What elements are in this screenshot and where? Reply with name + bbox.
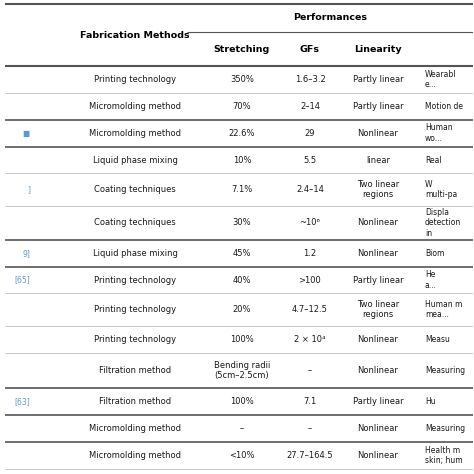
Text: Human
wo...: Human wo...	[425, 123, 453, 143]
Text: Coating techniques: Coating techniques	[94, 218, 176, 227]
Text: 30%: 30%	[233, 218, 251, 227]
Text: Nonlinear: Nonlinear	[357, 249, 399, 258]
Text: 22.6%: 22.6%	[229, 128, 255, 137]
Text: 7.1%: 7.1%	[231, 185, 253, 194]
Text: Measuring: Measuring	[425, 424, 465, 433]
Text: 2 × 10⁴: 2 × 10⁴	[294, 335, 326, 344]
Text: Linearity: Linearity	[354, 45, 402, 54]
Text: Two linear
regions: Two linear regions	[357, 300, 399, 319]
Text: Coating techniques: Coating techniques	[94, 185, 176, 194]
Text: 2.4–14: 2.4–14	[296, 185, 324, 194]
Text: Micromolding method: Micromolding method	[89, 102, 181, 111]
Text: 1.2: 1.2	[303, 249, 317, 258]
Text: Printing technology: Printing technology	[94, 75, 176, 84]
Text: Performances: Performances	[293, 13, 367, 22]
Text: 100%: 100%	[230, 335, 254, 344]
Text: 27.7–164.5: 27.7–164.5	[287, 451, 333, 460]
Text: Bending radii
(5cm–2.5cm): Bending radii (5cm–2.5cm)	[214, 361, 270, 380]
Text: Liquid phase mixing: Liquid phase mixing	[92, 155, 177, 164]
Text: Nonlinear: Nonlinear	[357, 451, 399, 460]
Text: W
multi-pa: W multi-pa	[425, 180, 457, 199]
Text: ~10⁶: ~10⁶	[300, 218, 320, 227]
Text: Measu: Measu	[425, 335, 450, 344]
Text: Printing technology: Printing technology	[94, 305, 176, 314]
Text: 10%: 10%	[233, 155, 251, 164]
Text: >100: >100	[299, 275, 321, 284]
Text: Filtration method: Filtration method	[99, 397, 171, 406]
Text: Hu: Hu	[425, 397, 436, 406]
Text: Micromolding method: Micromolding method	[89, 128, 181, 137]
Text: Partly linear: Partly linear	[353, 102, 403, 111]
Text: Filtration method: Filtration method	[99, 366, 171, 375]
Text: linear: linear	[366, 155, 390, 164]
Text: <10%: <10%	[229, 451, 255, 460]
Text: Measuring: Measuring	[425, 366, 465, 375]
Text: 40%: 40%	[233, 275, 251, 284]
Text: Nonlinear: Nonlinear	[357, 335, 399, 344]
Text: –: –	[240, 424, 244, 433]
Text: Liquid phase mixing: Liquid phase mixing	[92, 249, 177, 258]
Text: –: –	[308, 366, 312, 375]
Text: Two linear
regions: Two linear regions	[357, 180, 399, 199]
Text: Real: Real	[425, 155, 442, 164]
Text: 350%: 350%	[230, 75, 254, 84]
Text: Wearabl
e...: Wearabl e...	[425, 70, 456, 89]
Text: Micromolding method: Micromolding method	[89, 424, 181, 433]
Text: Partly linear: Partly linear	[353, 275, 403, 284]
Text: Nonlinear: Nonlinear	[357, 128, 399, 137]
Text: 7.1: 7.1	[303, 397, 317, 406]
Text: 4.7–12.5: 4.7–12.5	[292, 305, 328, 314]
Text: 29: 29	[305, 128, 315, 137]
Text: [65]: [65]	[14, 275, 30, 284]
Text: Health m
skin; hum: Health m skin; hum	[425, 446, 463, 465]
Text: Printing technology: Printing technology	[94, 275, 176, 284]
Text: Fabrication Methods: Fabrication Methods	[80, 30, 190, 39]
Text: 45%: 45%	[233, 249, 251, 258]
Text: He
a...: He a...	[425, 270, 437, 290]
Text: Partly linear: Partly linear	[353, 397, 403, 406]
Text: [63]: [63]	[14, 397, 30, 406]
Text: Micromolding method: Micromolding method	[89, 451, 181, 460]
Text: Human m
mea...: Human m mea...	[425, 300, 462, 319]
Text: 9]: 9]	[22, 249, 30, 258]
Text: ■: ■	[23, 128, 30, 137]
Text: Biom: Biom	[425, 249, 444, 258]
Text: 1.6–3.2: 1.6–3.2	[295, 75, 325, 84]
Text: Displa
detection
in: Displa detection in	[425, 208, 461, 237]
Text: Motion de: Motion de	[425, 102, 463, 111]
Text: 100%: 100%	[230, 397, 254, 406]
Text: 20%: 20%	[233, 305, 251, 314]
Text: Partly linear: Partly linear	[353, 75, 403, 84]
Text: GFs: GFs	[300, 45, 320, 54]
Text: –: –	[308, 424, 312, 433]
Text: ]: ]	[27, 185, 30, 194]
Text: Nonlinear: Nonlinear	[357, 218, 399, 227]
Text: 5.5: 5.5	[303, 155, 317, 164]
Text: Printing technology: Printing technology	[94, 335, 176, 344]
Text: 70%: 70%	[233, 102, 251, 111]
Text: 2–14: 2–14	[300, 102, 320, 111]
Text: Stretching: Stretching	[214, 45, 270, 54]
Text: Nonlinear: Nonlinear	[357, 424, 399, 433]
Text: Nonlinear: Nonlinear	[357, 366, 399, 375]
